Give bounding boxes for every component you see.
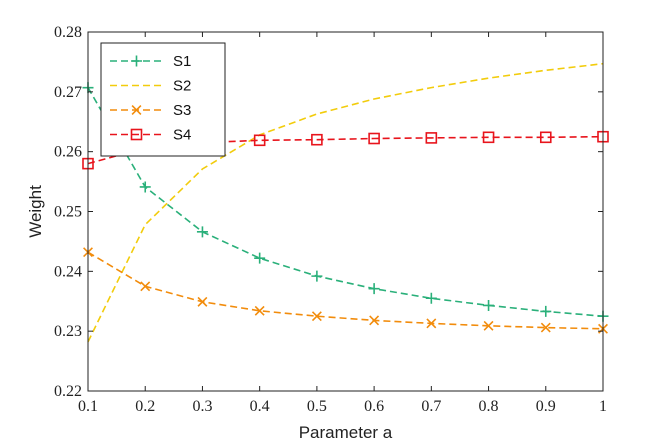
x-tick-label: 0.2 <box>135 398 155 415</box>
x-tick-label: 1 <box>599 398 607 415</box>
series-line-s3 <box>87 251 604 330</box>
data-point-s1 <box>254 252 266 264</box>
data-point-s1 <box>311 270 323 282</box>
data-point-s4 <box>253 134 266 147</box>
legend-item-s2: S2 <box>110 78 191 95</box>
data-point-s1 <box>139 181 151 193</box>
data-point-s1 <box>425 292 437 304</box>
data-point-s1 <box>540 305 552 317</box>
x-tick-label: 0.7 <box>421 398 441 415</box>
data-point-s3 <box>197 296 208 307</box>
legend: S1 S2 S3 S4 <box>100 42 226 157</box>
x-tick-label: 0.5 <box>307 398 327 415</box>
y-tick-label: 0.25 <box>54 204 82 221</box>
series-s1 <box>82 82 609 322</box>
legend-label: S4 <box>173 127 191 144</box>
series-layer <box>82 62 609 343</box>
y-axis-label: Weight <box>26 185 45 238</box>
data-point-s3 <box>369 315 380 326</box>
data-point-s3 <box>483 320 494 331</box>
series-line-s4 <box>87 135 604 165</box>
data-point-s3 <box>540 322 551 333</box>
legend-swatch-marker <box>131 55 142 67</box>
data-point-s3 <box>140 281 151 292</box>
data-point-s4 <box>425 132 438 144</box>
x-tick-label: 0.3 <box>192 398 212 415</box>
legend-swatch-marker <box>131 105 142 115</box>
axes-layer: 0.1 0.2 0.3 0.4 0.5 0.6 0.7 0.8 0.9 1 0.22 0.23 0.24… <box>26 24 607 442</box>
legend-item-s3: S3 <box>110 102 191 119</box>
data-point-s1 <box>196 226 208 238</box>
x-tick-label: 0.9 <box>536 398 556 415</box>
legend-swatch-marker <box>130 128 143 141</box>
legend-label: S1 <box>173 53 191 70</box>
legend-box <box>100 42 226 157</box>
x-axis-label: Parameter a <box>299 423 393 442</box>
data-point-s1 <box>483 299 495 311</box>
series-line-s2 <box>87 62 604 343</box>
legend-item-s4: S4 <box>110 127 191 144</box>
y-tick-label: 0.26 <box>54 144 82 161</box>
legend-label: S2 <box>173 78 191 95</box>
data-point-s3 <box>254 305 265 316</box>
y-tick-label: 0.22 <box>54 383 82 400</box>
data-point-s1 <box>368 283 380 295</box>
legend-item-s1: S1 <box>110 53 191 70</box>
data-point-s4 <box>539 131 552 144</box>
series-s2 <box>87 62 604 343</box>
x-tick-label: 0.6 <box>364 398 384 415</box>
series-s3 <box>83 247 608 334</box>
data-point-s4 <box>368 132 380 145</box>
y-tick-label: 0.27 <box>54 84 82 101</box>
legend-label: S3 <box>173 102 191 119</box>
data-point-s4 <box>482 131 495 144</box>
data-point-s3 <box>311 311 322 322</box>
y-tick-label: 0.28 <box>54 24 82 41</box>
data-point-s3 <box>426 318 437 329</box>
x-tick-label: 0.8 <box>479 398 499 415</box>
data-point-s4 <box>311 133 323 146</box>
x-tick-label: 0.4 <box>250 398 270 415</box>
y-tick-label: 0.23 <box>54 323 82 340</box>
x-tick-label: 0.1 <box>78 398 98 415</box>
y-tick-label: 0.24 <box>54 263 82 280</box>
